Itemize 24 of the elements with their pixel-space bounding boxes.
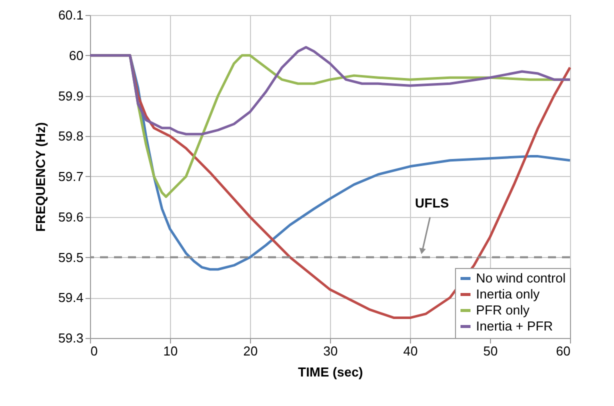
y-tick-label: 59.6: [58, 209, 84, 224]
y-tick-label: 59.8: [58, 128, 84, 144]
legend-label: No wind control: [476, 270, 566, 286]
y-tick-label: 59.7: [58, 169, 84, 184]
y-tick-label: 60.1: [58, 8, 84, 22]
x-tick-label: 40: [403, 344, 418, 358]
x-tick-label: 20: [243, 344, 258, 358]
y-tick-label: 59.4: [58, 290, 84, 306]
x-tick-label: 30: [323, 344, 338, 358]
y-axis-title: FREQUENCY (Hz): [33, 122, 48, 232]
x-tick-label: 0: [90, 344, 98, 358]
y-tick-label: 60: [69, 48, 84, 63]
x-tick-label: 60: [556, 344, 570, 358]
x-axis-title: TIME (sec): [298, 364, 364, 380]
y-tick-label: 59.5: [58, 250, 84, 265]
x-tick-label: 50: [483, 344, 498, 358]
y-tick-label: 59.9: [58, 88, 84, 104]
x-tick-label: 10: [163, 344, 178, 358]
ref-line-label: UFLS: [415, 195, 450, 210]
y-tick-label: 59.3: [58, 330, 84, 346]
legend-label: Inertia + PFR: [476, 318, 553, 334]
line-series: [88, 46, 572, 136]
legend-label: Inertia only: [476, 286, 540, 302]
legend-label: PFR only: [476, 302, 530, 318]
